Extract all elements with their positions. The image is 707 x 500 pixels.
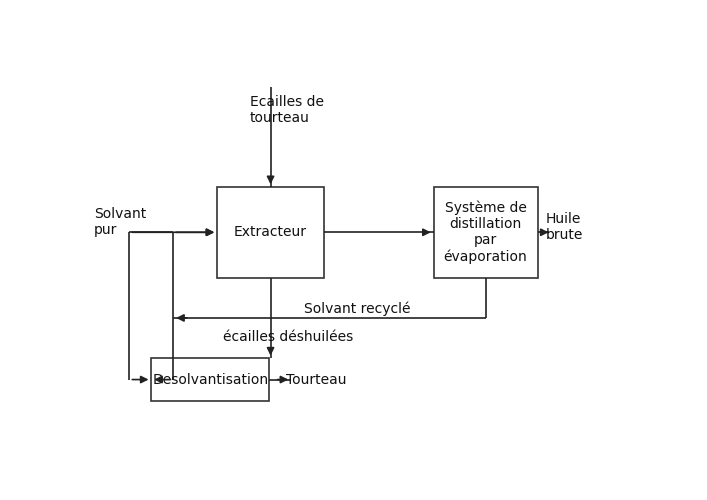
Text: Extracteur: Extracteur [234,226,307,239]
Bar [433,187,538,278]
Bar [217,187,324,278]
Text: Desolvantisation: Desolvantisation [152,372,269,386]
Bar [151,358,269,401]
Text: Tourteau: Tourteau [286,374,346,388]
Text: Solvant recyclé: Solvant recyclé [303,301,410,316]
Text: Solvant
pur: Solvant pur [94,206,146,237]
Text: écailles déshuilées: écailles déshuilées [223,330,353,344]
Text: Système de
distillation
par
évaporation: Système de distillation par évaporation [444,200,527,264]
Text: Huile
brute: Huile brute [546,212,583,242]
Text: Ecailles de
tourteau: Ecailles de tourteau [250,95,324,125]
